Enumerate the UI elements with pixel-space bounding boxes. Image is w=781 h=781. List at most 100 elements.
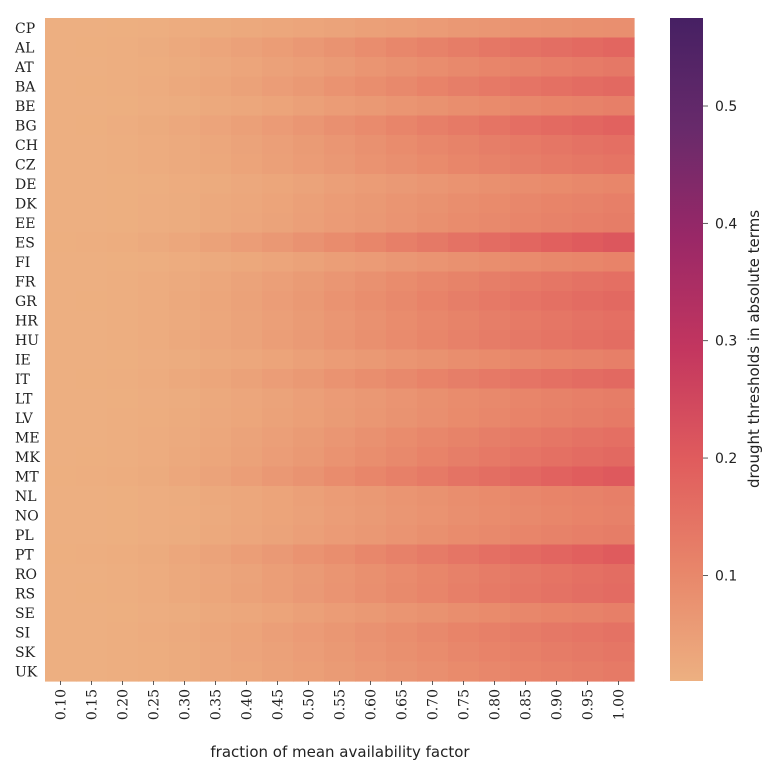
heatmap-cell-SI-0.70	[417, 622, 449, 643]
heatmap-cell-PT-0.65	[386, 544, 418, 565]
heatmap-cell-NL-0.90	[541, 486, 573, 507]
heatmap-cell-RO-0.95	[572, 564, 604, 585]
heatmap-cell-MK-0.85	[510, 447, 542, 468]
heatmap-cell-ES-0.65	[386, 232, 418, 253]
heatmap-cell-ME-0.65	[386, 427, 418, 448]
heatmap-cell-BG-1.00	[603, 115, 635, 136]
heatmap-cell-CZ-0.20	[107, 154, 139, 175]
heatmap-cell-DK-1.00	[603, 193, 635, 214]
heatmap-cell-BA-0.30	[169, 76, 201, 97]
heatmap-cell-NL-0.65	[386, 486, 418, 507]
heatmap-cell-IE-0.95	[572, 349, 604, 370]
heatmap-cell-BA-0.20	[107, 76, 139, 97]
heatmap-cell-CH-0.80	[479, 135, 511, 156]
heatmap-cell-CP-0.35	[200, 18, 232, 39]
heatmap-cell-IE-0.40	[231, 349, 263, 370]
heatmap-cell-IT-0.70	[417, 369, 449, 390]
heatmap-cell-PL-0.10	[45, 525, 77, 546]
heatmap-cell-MT-0.65	[386, 466, 418, 487]
y-tick-labels: CP AL AT BA BE BG CH CZ DE DK EE ES FI FR GR HR HU IE IT LT…	[14, 21, 40, 681]
heatmap-cell-BA-0.35	[200, 76, 232, 97]
heatmap-cell-CP-0.85	[510, 18, 542, 39]
heatmap-cell-MK-0.15	[76, 447, 108, 468]
heatmap-cell-BA-0.10	[45, 76, 77, 97]
heatmap-cell-DE-0.90	[541, 174, 573, 195]
heatmap-cell-DK-0.90	[541, 193, 573, 214]
heatmap-cell-CH-1.00	[603, 135, 635, 156]
heatmap-cell-CH-0.70	[417, 135, 449, 156]
heatmap-cell-FI-0.60	[355, 252, 387, 273]
heatmap-cell-ES-0.85	[510, 232, 542, 253]
heatmap-cell-PT-0.85	[510, 544, 542, 565]
heatmap-cell-NO-0.95	[572, 505, 604, 526]
heatmap-cell-RO-0.55	[324, 564, 356, 585]
heatmap-cell-RO-0.10	[45, 564, 77, 585]
heatmap-cell-HR-0.70	[417, 310, 449, 331]
heatmap-cell-ME-1.00	[603, 427, 635, 448]
heatmap-cell-SI-0.90	[541, 622, 573, 643]
heatmap-cell-IE-0.70	[417, 349, 449, 370]
heatmap-cell-BE-0.50	[293, 96, 325, 117]
heatmap-cell-SI-0.85	[510, 622, 542, 643]
heatmap-cell-IE-0.10	[45, 349, 77, 370]
heatmap-cell-FR-0.35	[200, 271, 232, 292]
heatmap-cell-MT-0.35	[200, 466, 232, 487]
heatmap-cell-DE-0.30	[169, 174, 201, 195]
heatmap-cell-AL-0.40	[231, 37, 263, 58]
heatmap-cell-DK-0.75	[448, 193, 480, 214]
heatmap-cell-CP-0.70	[417, 18, 449, 39]
heatmap-cell-BE-0.40	[231, 96, 263, 117]
heatmap-cell-BG-0.45	[262, 115, 294, 136]
heatmap-cell-MT-0.55	[324, 466, 356, 487]
heatmap-cell-DK-0.60	[355, 193, 387, 214]
colorbar-tick-label: 0.2	[715, 451, 737, 467]
heatmap-cell-SE-0.75	[448, 603, 480, 624]
heatmap-cell-AT-0.50	[293, 57, 325, 78]
heatmap-cell-BA-0.75	[448, 76, 480, 97]
heatmap-cell-SE-0.70	[417, 603, 449, 624]
colorbar-tick-label: 0.5	[715, 99, 737, 115]
y-tick-label: LV	[15, 411, 34, 427]
heatmap-cell-GR-0.10	[45, 291, 77, 312]
heatmap-cell-EE-0.65	[386, 213, 418, 234]
heatmap-cell-PT-0.10	[45, 544, 77, 565]
heatmap-cell-SK-0.35	[200, 642, 232, 663]
heatmap-cell-ME-0.50	[293, 427, 325, 448]
heatmap-cell-LT-0.90	[541, 388, 573, 409]
heatmap-cell-CH-0.25	[138, 135, 170, 156]
heatmap-cell-NL-0.85	[510, 486, 542, 507]
heatmap-cell-IE-0.15	[76, 349, 108, 370]
heatmap-cell-CZ-0.95	[572, 154, 604, 175]
heatmap-cell-SI-0.30	[169, 622, 201, 643]
heatmap-cell-EE-0.90	[541, 213, 573, 234]
heatmap-cell-BE-0.30	[169, 96, 201, 117]
x-tick-label: 0.85	[519, 689, 535, 720]
heatmap-cell-BE-0.20	[107, 96, 139, 117]
heatmap-cell-RS-0.75	[448, 583, 480, 604]
heatmap-cell-MT-0.50	[293, 466, 325, 487]
heatmap-cell-IT-0.30	[169, 369, 201, 390]
heatmap-cell-AL-1.00	[603, 37, 635, 58]
heatmap-cell-PT-0.45	[262, 544, 294, 565]
colorbar-tick-label: 0.3	[715, 334, 737, 350]
heatmap-cell-PL-0.40	[231, 525, 263, 546]
heatmap-cell-BE-0.70	[417, 96, 449, 117]
heatmap-cell-LT-0.95	[572, 388, 604, 409]
heatmap-cell-AL-0.75	[448, 37, 480, 58]
heatmap-cell-LT-0.75	[448, 388, 480, 409]
x-tick-labels: 0.10 0.15 0.20 0.25 0.30 0.35 0.40 0.45 0.50 0.55…	[54, 681, 628, 720]
heatmap-cell-CP-0.55	[324, 18, 356, 39]
heatmap-cell-NL-0.45	[262, 486, 294, 507]
y-tick-label: HR	[15, 313, 38, 329]
heatmap-cell-EE-0.70	[417, 213, 449, 234]
heatmap-cell-BA-0.15	[76, 76, 108, 97]
heatmap-cell-SK-0.70	[417, 642, 449, 663]
heatmap-cell-EE-1.00	[603, 213, 635, 234]
heatmap-cell-IT-0.55	[324, 369, 356, 390]
heatmap-cell-DK-0.10	[45, 193, 77, 214]
heatmap-cell-GR-0.90	[541, 291, 573, 312]
heatmap-cell-IE-0.65	[386, 349, 418, 370]
heatmap-cell-PT-0.50	[293, 544, 325, 565]
heatmap-cell-FI-0.75	[448, 252, 480, 273]
heatmap-cell-CZ-0.30	[169, 154, 201, 175]
